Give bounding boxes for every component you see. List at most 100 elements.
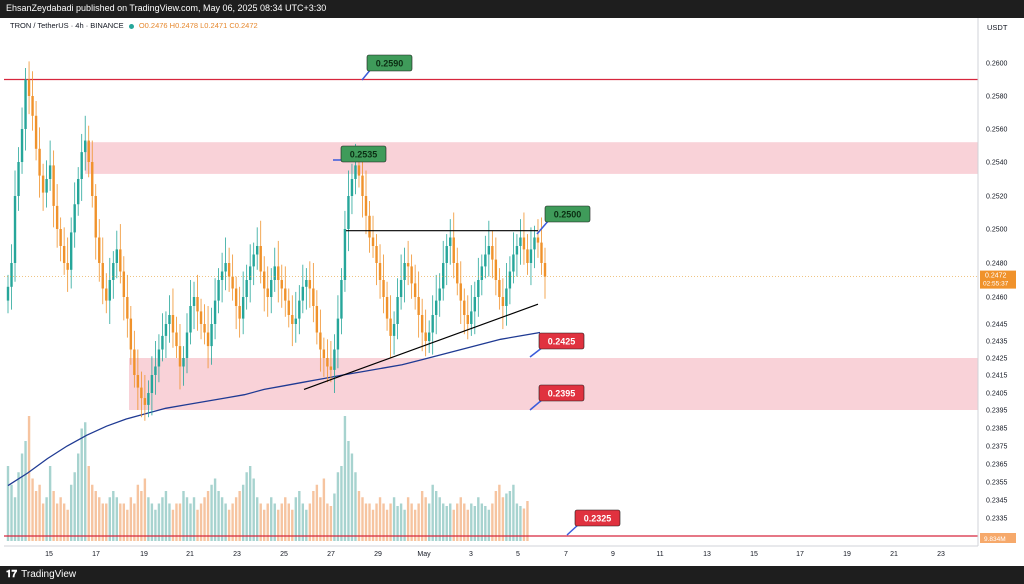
candle-body: [52, 165, 55, 206]
candle-body: [133, 349, 136, 375]
resistance-zone: [85, 142, 978, 174]
moving-average-line: [7, 331, 541, 487]
candle-body: [477, 280, 480, 297]
volume-bar: [385, 509, 389, 541]
candle-body: [301, 286, 305, 301]
candle-body: [62, 246, 66, 263]
volume-bar: [122, 503, 126, 541]
candle-body: [406, 263, 410, 267]
candle-body: [245, 280, 248, 297]
price-tick-label: 0.2395: [986, 408, 1008, 415]
volume-bar: [343, 416, 347, 541]
volume-bar: [206, 491, 210, 541]
volume-bar: [199, 503, 203, 541]
volume-bar: [55, 503, 59, 541]
volume-bar: [515, 503, 519, 541]
candle-body: [101, 263, 104, 289]
candle-body: [157, 349, 161, 367]
time-tick-label: 15: [750, 551, 758, 558]
annotation-label-box[interactable]: [544, 205, 591, 223]
volume-bar: [340, 466, 343, 541]
tradingview-logo[interactable]: 𝟏𝟕 TradingView: [6, 569, 76, 580]
candle-body: [526, 249, 529, 263]
symbol-label[interactable]: TRON / TetherUS · 4h · BINANCE: [10, 21, 124, 30]
candle-body: [287, 300, 290, 315]
volume-bar: [143, 478, 147, 541]
volume-bar: [234, 497, 238, 541]
candle-body: [543, 263, 547, 277]
volume-bar: [17, 472, 20, 541]
volume-bar: [466, 509, 469, 541]
candle-countdown: 02:55:37: [983, 281, 1009, 288]
price-tick-label: 0.2580: [986, 94, 1008, 101]
candle-body: [420, 315, 424, 333]
price-tick-label: 0.2460: [986, 295, 1008, 302]
time-tick-label: 9: [611, 551, 615, 558]
annotation-label-box[interactable]: [366, 54, 413, 72]
volume-bar: [399, 503, 403, 541]
volume-bar: [24, 441, 27, 541]
annotation-label-box[interactable]: [538, 384, 585, 402]
candle-body: [487, 246, 491, 255]
candle-body: [168, 315, 171, 324]
candle-body: [505, 288, 508, 306]
candle-body: [298, 300, 301, 319]
volume-bar: [378, 497, 382, 541]
ascending-trendline[interactable]: [303, 303, 539, 390]
volume-bar: [129, 497, 133, 541]
annotation-label-box[interactable]: [538, 332, 585, 350]
annotation-label-box[interactable]: [340, 145, 387, 163]
volume-bar: [301, 503, 305, 541]
volume-bar: [326, 503, 329, 541]
volume-bar: [420, 491, 424, 541]
volume-bar: [48, 466, 52, 541]
candle-body: [350, 179, 354, 196]
candle-body: [185, 332, 189, 358]
volume-bar: [80, 428, 83, 541]
annotation-label-box[interactable]: [574, 509, 621, 527]
candle-body: [66, 263, 69, 270]
volume-bar: [192, 497, 196, 541]
candle-body: [108, 280, 111, 301]
candle-body: [329, 366, 333, 370]
candle-body: [91, 162, 94, 196]
volume-bar: [508, 491, 512, 541]
candle-body: [403, 263, 406, 280]
candle-body: [445, 246, 448, 263]
price-tick-label: 0.2375: [986, 444, 1008, 451]
volume-bar: [157, 503, 161, 541]
candle-body: [459, 283, 462, 301]
time-tick-label: 27: [327, 551, 335, 558]
candle-body: [438, 288, 441, 301]
volume-bar: [329, 506, 333, 541]
volume-bar: [357, 491, 361, 541]
candle-body: [126, 297, 129, 319]
volume-bar: [463, 503, 466, 541]
volume-bar: [27, 416, 31, 541]
volume-bar: [477, 497, 480, 541]
candle-body: [213, 300, 217, 324]
candle-body: [248, 266, 252, 280]
volume-bar: [136, 484, 140, 541]
volume-bar: [266, 503, 269, 541]
annotation-label-text: 0.2590: [376, 59, 404, 69]
tradingview-logo-text: TradingView: [21, 569, 77, 580]
volume-bar: [210, 484, 213, 541]
volume-bar: [480, 503, 484, 541]
candle-body: [333, 349, 336, 370]
candle-body: [277, 266, 280, 280]
candle-body: [305, 280, 308, 287]
candle-body: [382, 280, 385, 297]
candle-body: [456, 263, 459, 284]
candle-body: [164, 324, 168, 336]
volume-bar: [294, 497, 298, 541]
volume-bar: [456, 503, 459, 541]
candle-body: [533, 237, 536, 250]
candle-body: [319, 332, 322, 350]
candle-body: [234, 288, 238, 306]
candle-body: [494, 259, 498, 280]
volume-bar: [442, 503, 445, 541]
volume-bar: [91, 484, 94, 541]
volume-bar: [312, 491, 315, 541]
